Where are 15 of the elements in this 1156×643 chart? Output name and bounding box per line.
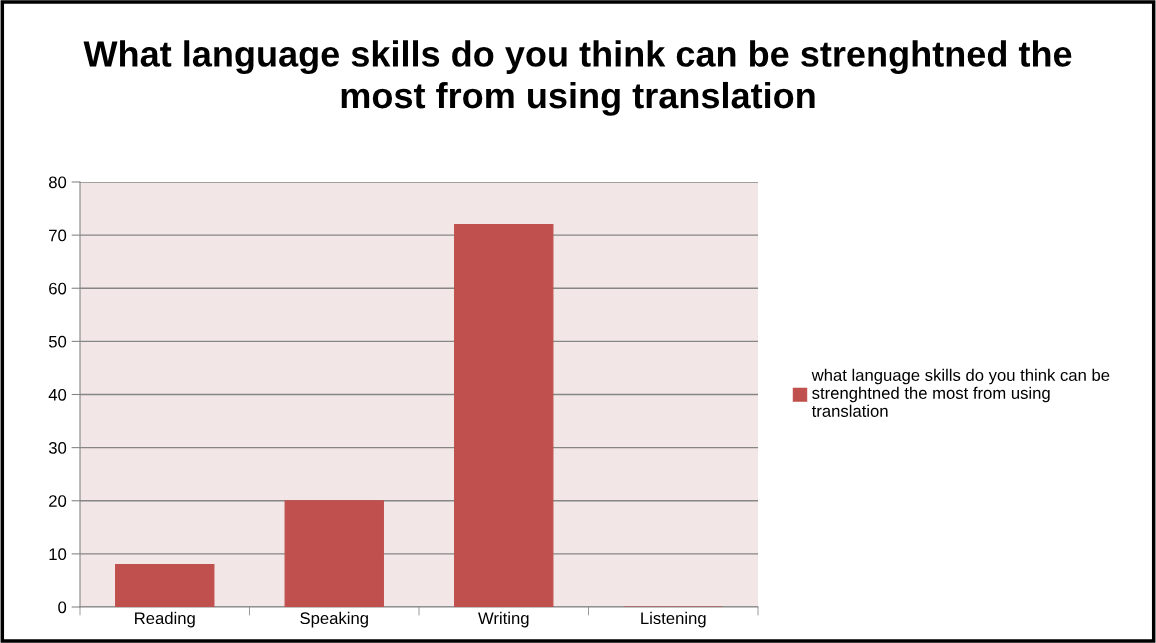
y-tick-label: 70 <box>49 229 67 242</box>
chart-title: What language skills do you think can be strenghtned the most from using translation <box>83 40 1072 116</box>
legend-label: what language skills do you think can be strenghtned the most from using translation <box>811 368 1110 417</box>
y-tick-label: 0 <box>58 601 67 614</box>
y-tick-label: 10 <box>49 548 67 561</box>
x-tick-label: Writing <box>478 611 529 628</box>
x-tick-label: Listening <box>641 611 706 628</box>
x-tick-label: Speaking <box>300 611 368 628</box>
y-tick-label: 30 <box>48 442 67 454</box>
y-tick-label: 60 <box>49 282 67 295</box>
y-tick-label: 80 <box>48 176 67 189</box>
y-tick-label: 40 <box>48 388 67 401</box>
y-tick-label: 50 <box>48 335 67 348</box>
x-tick-label: Reading <box>135 611 195 628</box>
y-tick-label: 20 <box>49 495 67 507</box>
